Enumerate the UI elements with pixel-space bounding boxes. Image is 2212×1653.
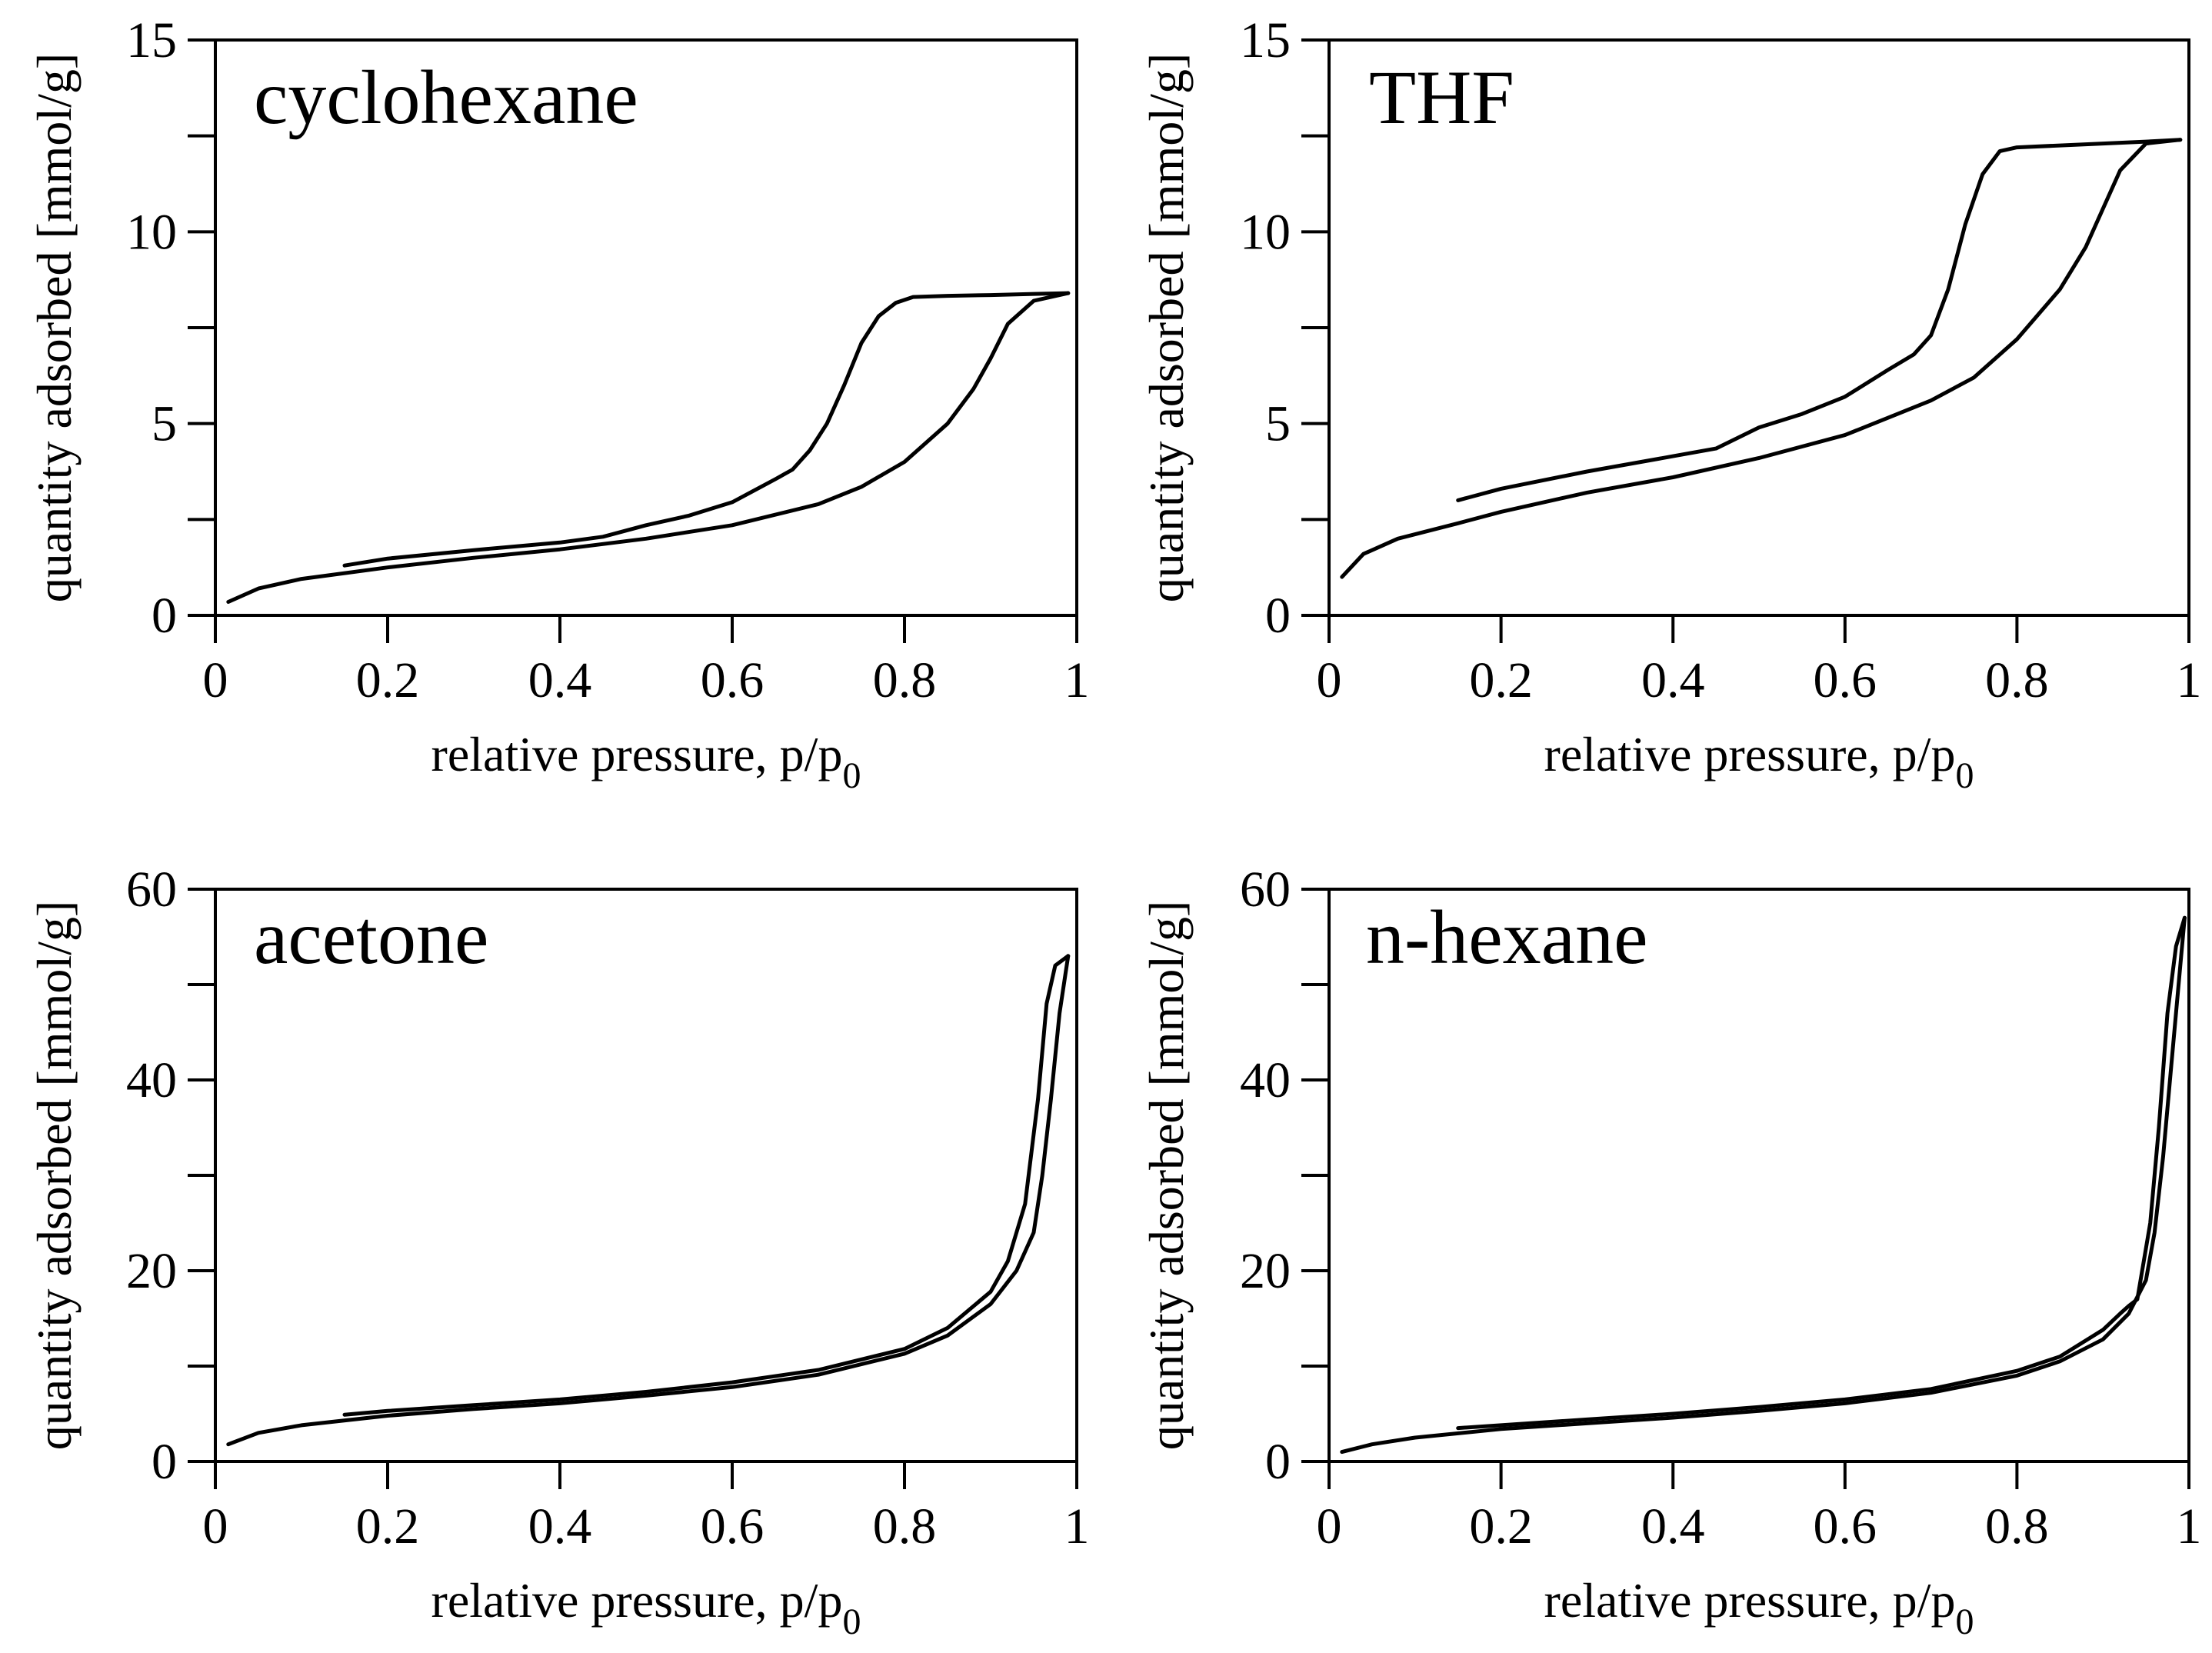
x-tick-label: 1	[1064, 652, 1090, 708]
y-axis-label: quantity adsorbed [mmol/g]	[1139, 53, 1194, 603]
x-tick-label: 0.8	[873, 1498, 937, 1555]
x-tick-label: 0.2	[356, 652, 420, 708]
desorption-curve	[1456, 138, 2183, 502]
y-tick-label: 40	[126, 1052, 177, 1108]
x-tick-label: 0.6	[1814, 652, 1877, 708]
x-tick-label: 0.8	[1985, 652, 2049, 708]
y-tick-label: 20	[1240, 1243, 1291, 1299]
x-axis-label: relative pressure, p/p0	[431, 1573, 861, 1642]
y-tick-label: 0	[1265, 1434, 1291, 1490]
adsorption-curve	[1340, 138, 2183, 579]
curves	[226, 954, 1071, 1447]
panel-title: n-hexane	[1366, 895, 1647, 980]
x-tick-label: 0	[203, 652, 228, 708]
x-tick-label: 0	[203, 1498, 228, 1555]
x-tick-label: 0	[1317, 1498, 1342, 1555]
y-tick-label: 5	[152, 396, 177, 452]
x-tick-label: 0.6	[701, 1498, 765, 1555]
y-tick-label: 20	[126, 1243, 177, 1299]
y-tick-label: 40	[1240, 1052, 1291, 1108]
adsorption-curve	[226, 291, 1071, 604]
x-tick-label: 1	[1064, 1498, 1090, 1555]
panel-n-hexane: 0 0.2 0.4 0.6 0.8 1 0 20 40 60 n-hexane relative …	[1139, 861, 2202, 1642]
desorption-curve	[342, 954, 1071, 1417]
curves	[226, 291, 1071, 604]
y-tick-label: 5	[1265, 396, 1291, 452]
y-axis-label: quantity adsorbed [mmol/g]	[27, 901, 82, 1451]
x-tick-label: 0.4	[1641, 652, 1705, 708]
adsorption-curve	[1340, 915, 2187, 1455]
x-tick-label: 0.8	[1985, 1498, 2049, 1555]
y-axis-label: quantity adsorbed [mmol/g]	[27, 53, 82, 603]
tick-labels: 0 0.2 0.4 0.6 0.8 1 0 20 40 60	[126, 861, 1090, 1555]
x-axis-label: relative pressure, p/p0	[1544, 727, 1974, 796]
x-tick-label: 1	[2177, 652, 2202, 708]
ticks	[1301, 888, 2190, 1489]
curves	[1340, 138, 2183, 579]
x-tick-label: 0.4	[1641, 1498, 1705, 1555]
y-axis-label: quantity adsorbed [mmol/g]	[1139, 901, 1194, 1451]
panel-title: THF	[1369, 55, 1514, 140]
y-tick-label: 60	[1240, 861, 1291, 918]
panel-title: acetone	[254, 895, 488, 980]
y-tick-label: 10	[1240, 204, 1291, 260]
ticks	[188, 888, 1078, 1489]
adsorption-curve	[226, 954, 1071, 1447]
panel-acetone: 0 0.2 0.4 0.6 0.8 1 0 20 40 60 acetone relative p…	[27, 861, 1090, 1642]
y-tick-label: 0	[1265, 588, 1291, 644]
ticks	[188, 38, 1078, 643]
x-tick-label: 0.6	[701, 652, 765, 708]
y-tick-label: 15	[126, 12, 177, 68]
y-tick-label: 0	[152, 1434, 177, 1490]
ticks	[1301, 38, 2190, 643]
curves	[1340, 915, 2187, 1455]
panel-title: cyclohexane	[254, 55, 638, 140]
x-tick-label: 1	[2177, 1498, 2202, 1555]
x-tick-label: 0	[1317, 652, 1342, 708]
desorption-curve	[1456, 915, 2187, 1431]
x-axis-label: relative pressure, p/p0	[1544, 1573, 1974, 1642]
x-tick-label: 0.6	[1814, 1498, 1877, 1555]
y-tick-label: 10	[126, 204, 177, 260]
x-tick-label: 0.4	[528, 1498, 592, 1555]
y-tick-label: 60	[126, 861, 177, 918]
x-axis-label: relative pressure, p/p0	[431, 727, 861, 796]
x-tick-label: 0.2	[1469, 1498, 1533, 1555]
x-tick-label: 0.2	[1469, 652, 1533, 708]
x-tick-label: 0.4	[528, 652, 592, 708]
x-tick-label: 0.8	[873, 652, 937, 708]
y-tick-label: 0	[152, 588, 177, 644]
tick-labels: 0 0.2 0.4 0.6 0.8 1 0 20 40 60	[1240, 861, 2202, 1555]
y-tick-label: 15	[1240, 12, 1291, 68]
desorption-curve	[342, 291, 1071, 568]
x-tick-label: 0.2	[356, 1498, 420, 1555]
